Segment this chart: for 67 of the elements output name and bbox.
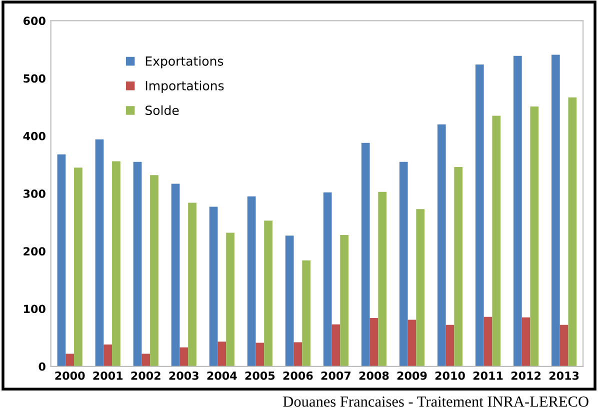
x-tick-label: 2006 (283, 371, 313, 380)
bar (171, 184, 180, 366)
bar (57, 154, 66, 366)
bar (218, 342, 226, 366)
bar (332, 324, 340, 366)
y-tick-label: 100 (24, 304, 46, 314)
x-tick-label: 2008 (359, 371, 389, 380)
bar (323, 192, 332, 366)
bar (302, 260, 310, 366)
bar (530, 106, 539, 366)
bar (188, 202, 196, 366)
bar (104, 344, 112, 366)
x-tick-label: 2011 (473, 371, 503, 380)
y-tick-label: 300 (24, 190, 46, 198)
x-tick-label: 2005 (245, 371, 275, 380)
bar (66, 354, 74, 366)
bar (112, 161, 120, 366)
bar (247, 196, 256, 366)
bar (492, 116, 501, 366)
bar (264, 220, 272, 366)
x-tick-label: 2004 (207, 371, 237, 380)
bar (513, 56, 522, 366)
bar (378, 192, 387, 366)
bar (256, 342, 264, 366)
bar (475, 64, 484, 366)
bar (340, 235, 348, 366)
bar (95, 139, 104, 366)
y-tick-label: 500 (24, 74, 46, 83)
x-tick-label: 2007 (321, 371, 351, 380)
bar (370, 318, 378, 366)
x-tick-label: 2012 (511, 371, 541, 380)
bar (446, 324, 454, 366)
bar (294, 342, 302, 366)
legend-label: Importations (146, 80, 224, 93)
bar (568, 97, 577, 366)
y-tick-label: 200 (24, 247, 46, 256)
bar (437, 124, 446, 366)
bar (133, 162, 142, 366)
bar (522, 317, 530, 366)
x-tick-label: 2009 (397, 371, 427, 380)
bar (209, 206, 218, 366)
bar (285, 236, 294, 366)
y-tick-label: 400 (23, 132, 46, 140)
bar (74, 168, 82, 366)
bar (408, 320, 416, 366)
bar (361, 142, 370, 366)
bar (150, 175, 158, 366)
legend-label: Solde (146, 105, 179, 116)
bar (560, 324, 568, 366)
x-tick-label: 2000 (55, 371, 85, 380)
bar (551, 54, 560, 366)
y-tick-label: 600 (23, 16, 46, 26)
legend-label: Exportations (146, 56, 224, 68)
text: Douanes Francaises - Traitement INRA-LERECO (283, 396, 588, 407)
x-tick-label: 2013 (549, 371, 579, 380)
x-tick-label: 2003 (169, 371, 198, 380)
x-tick-label: 2010 (435, 371, 465, 380)
bar (416, 209, 425, 366)
bar (142, 354, 150, 366)
bar (484, 316, 492, 366)
y-tick-label: 0 (38, 362, 46, 371)
bar (399, 162, 408, 366)
bar (454, 167, 463, 366)
x-tick-label: 2001 (93, 371, 123, 380)
bar (180, 347, 188, 366)
bar (226, 232, 234, 366)
x-tick-label: 2002 (131, 371, 160, 380)
